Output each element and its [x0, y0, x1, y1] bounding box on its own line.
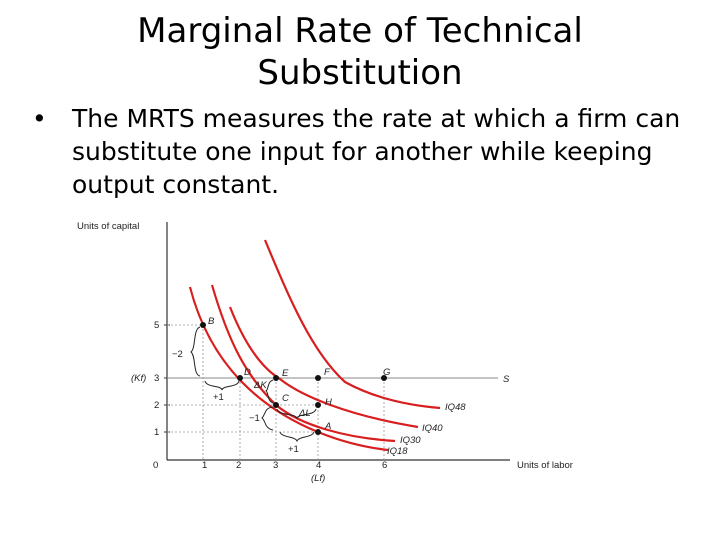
- annotation-minus-1: −1: [249, 413, 260, 424]
- curve-label-iq18: IQ18: [387, 446, 408, 457]
- curve-label-iq48: IQ48: [445, 402, 466, 413]
- lf-label: (Lf): [311, 473, 325, 484]
- x-tick-label-4: 4: [316, 460, 321, 471]
- isoquant-iq18: [188, 286, 389, 452]
- y-axis-label: Units of capital: [77, 221, 139, 232]
- kf-label: (Kf): [131, 373, 146, 384]
- y-tick-label-2: 2: [154, 400, 159, 411]
- point-label-c: C: [282, 393, 289, 404]
- slide-title: Marginal Rate of Technical Substitution: [137, 11, 583, 93]
- isoquant-iq48: [263, 239, 441, 410]
- point-label-f: F: [324, 367, 331, 378]
- point-label-s: S: [503, 374, 510, 385]
- x-axis-label: Units of labor: [517, 460, 573, 471]
- curve-label-iq40: IQ40: [422, 423, 443, 434]
- input-points: [200, 322, 387, 435]
- bullet-text: The MRTS measures the rate at which a fi…: [72, 104, 681, 199]
- point-label-d: D: [244, 367, 251, 378]
- x-tick-label-2: 2: [236, 460, 241, 471]
- bullet-point: • The MRTS measures the rate at which a …: [32, 102, 692, 201]
- point-label-e: E: [282, 368, 289, 379]
- annotation-plus-1-bottom: +1: [288, 444, 299, 455]
- annotation-minus-2: −2: [172, 349, 183, 360]
- change-brackets: [190, 326, 317, 443]
- x-tick-label-3: 3: [273, 460, 278, 471]
- curve-label-iq30: IQ30: [400, 435, 421, 446]
- y-tick-label-5: 5: [154, 320, 159, 331]
- annotation-plus-1-top: +1: [213, 392, 224, 403]
- bullet-icon: •: [32, 104, 47, 133]
- y-tick-label-1: 1: [154, 427, 159, 438]
- annotation-delta-l: ΔL: [298, 408, 311, 419]
- x-tick-label-6: 6: [382, 460, 387, 471]
- guide-lines: [167, 324, 385, 460]
- x-tick-label-1: 1: [202, 460, 207, 471]
- isoquant-iq40: [228, 306, 419, 429]
- point-label-b: B: [208, 316, 215, 327]
- annotation-delta-k: ΔK: [253, 380, 267, 391]
- point-label-h: H: [325, 397, 332, 408]
- point-label-a: A: [324, 421, 331, 432]
- origin-label: 0: [153, 460, 158, 471]
- y-tick-label-3: 3: [154, 373, 159, 384]
- point-label-g: G: [383, 367, 390, 378]
